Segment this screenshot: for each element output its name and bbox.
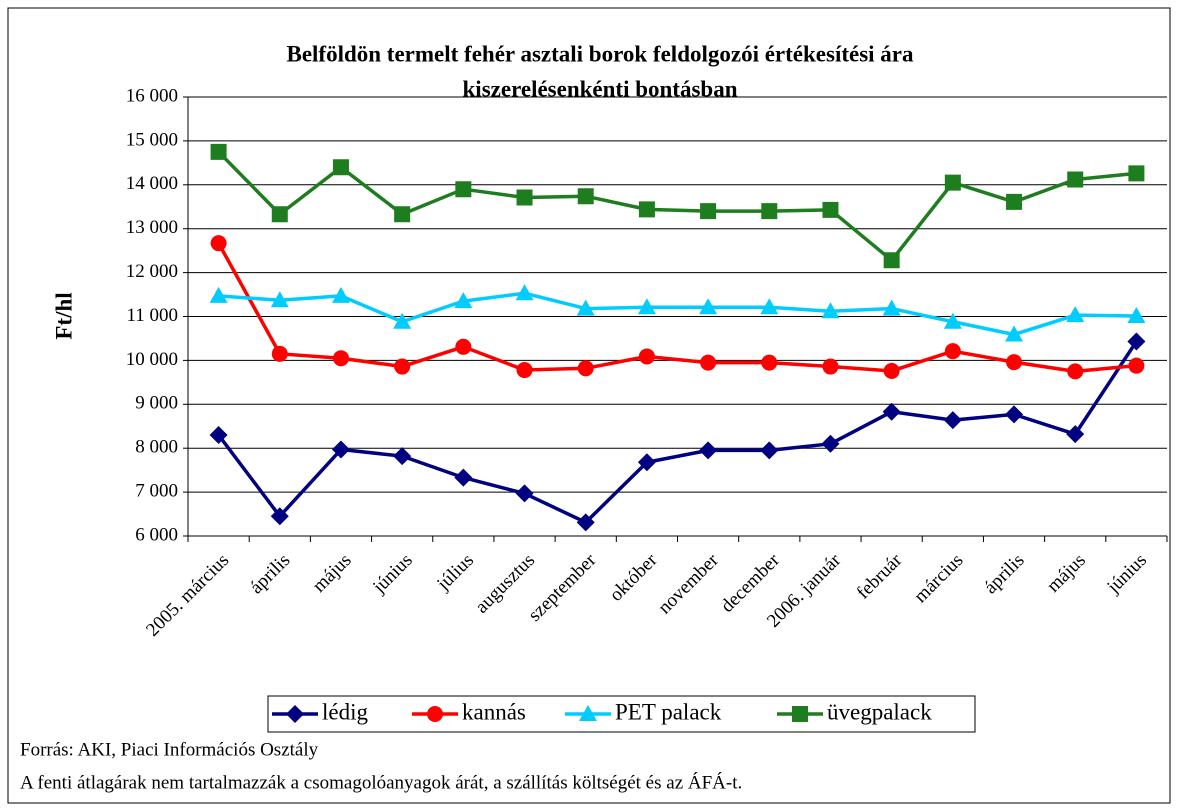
legend-label: kannás — [462, 699, 526, 724]
marker — [637, 298, 656, 315]
marker — [454, 292, 473, 309]
y-tick-label: 14 000 — [126, 173, 178, 194]
y-tick-label: 9 000 — [135, 393, 178, 414]
y-tick-label: 7 000 — [135, 480, 178, 501]
marker — [822, 358, 839, 375]
y-axis-label: Ft/hl — [51, 292, 76, 339]
series-line — [217, 242, 1137, 374]
marker — [761, 354, 778, 371]
marker — [760, 298, 779, 315]
footnote: Forrás: AKI, Piaci Információs Osztály — [20, 739, 319, 760]
y-tick-label: 13 000 — [126, 217, 178, 238]
marker — [943, 312, 962, 329]
marker — [1066, 306, 1085, 323]
marker — [579, 705, 597, 721]
series-line — [217, 150, 1137, 263]
marker — [1127, 307, 1146, 324]
marker — [427, 706, 443, 722]
y-tick-label: 15 000 — [126, 129, 178, 150]
marker — [394, 358, 411, 375]
marker — [210, 143, 227, 160]
marker — [271, 345, 288, 362]
marker — [883, 362, 900, 379]
marker — [1128, 165, 1145, 182]
marker — [761, 203, 778, 220]
marker — [637, 453, 656, 472]
marker — [331, 286, 350, 303]
marker — [332, 350, 349, 367]
marker — [1006, 354, 1023, 371]
marker — [1066, 425, 1085, 444]
marker — [455, 181, 472, 198]
marker — [1128, 357, 1145, 374]
y-tick-label: 6 000 — [135, 524, 178, 545]
marker — [1005, 405, 1024, 424]
marker — [516, 362, 533, 379]
marker — [577, 360, 594, 377]
marker — [515, 484, 534, 503]
marker — [1067, 171, 1084, 188]
y-tick-label: 10 000 — [126, 349, 178, 370]
y-tick-label: 12 000 — [126, 261, 178, 282]
chart-frame — [7, 7, 1171, 804]
marker — [883, 252, 900, 269]
marker — [331, 440, 350, 459]
marker — [943, 411, 962, 430]
marker — [944, 174, 961, 191]
footnote: A fenti átlagárak nem tartalmazzák a cso… — [20, 771, 742, 793]
marker — [822, 201, 839, 218]
legend-box — [267, 695, 976, 733]
y-tick-label: 16 000 — [126, 85, 178, 106]
y-tick-label: 11 000 — [126, 305, 178, 326]
y-tick-label: 8 000 — [135, 437, 178, 458]
marker — [209, 426, 228, 445]
marker — [821, 302, 840, 319]
marker — [210, 235, 227, 252]
marker — [792, 706, 808, 722]
marker — [638, 201, 655, 218]
series-line — [217, 340, 1138, 525]
legend-label: lédig — [322, 699, 368, 724]
marker — [270, 507, 289, 526]
marker — [882, 299, 901, 316]
legend-label: PET palack — [615, 699, 722, 724]
marker — [454, 468, 473, 487]
marker — [882, 402, 901, 421]
marker — [1067, 363, 1084, 380]
marker — [286, 705, 304, 723]
marker — [760, 441, 779, 460]
marker — [700, 203, 717, 220]
marker — [576, 513, 595, 532]
marker — [577, 188, 594, 205]
marker — [271, 206, 288, 223]
marker — [270, 291, 289, 308]
marker — [1005, 325, 1024, 342]
marker — [699, 298, 718, 315]
legend-label: üvegpalack — [827, 699, 932, 724]
marker — [944, 343, 961, 360]
marker — [1006, 193, 1023, 210]
marker — [699, 441, 718, 460]
marker — [700, 354, 717, 371]
marker — [515, 284, 534, 301]
chart-title: Belföldön termelt fehér asztali borok fe… — [286, 41, 914, 66]
marker — [638, 348, 655, 365]
marker — [576, 299, 595, 316]
marker — [393, 312, 412, 329]
chart-title: kiszerelésenkénti bontásban — [463, 76, 738, 101]
marker — [332, 159, 349, 176]
marker — [516, 189, 533, 206]
marker — [209, 286, 228, 303]
marker — [393, 447, 412, 466]
series-line — [218, 291, 1137, 337]
marker — [455, 338, 472, 355]
marker — [1127, 332, 1146, 351]
marker — [394, 206, 411, 223]
marker — [821, 434, 840, 453]
